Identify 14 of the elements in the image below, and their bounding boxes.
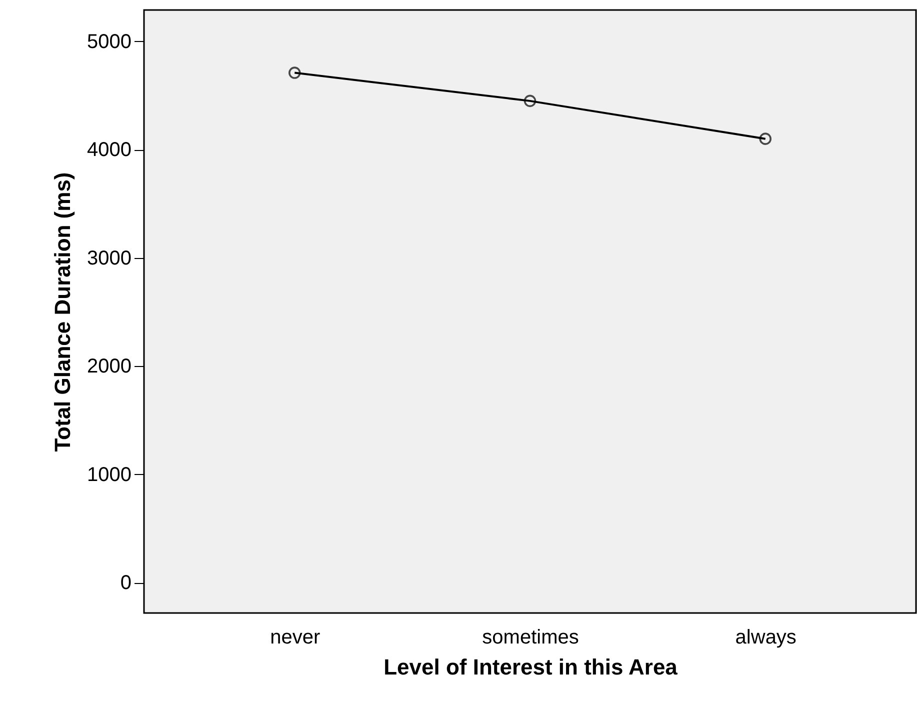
y-tick-label: 1000 bbox=[87, 464, 132, 486]
y-tick-label: 2000 bbox=[87, 356, 132, 378]
y-axis-title: Total Glance Duration (ms) bbox=[50, 172, 76, 452]
x-tick-label: sometimes bbox=[482, 626, 579, 648]
y-tick-label: 4000 bbox=[87, 139, 132, 162]
y-tick-label: 0 bbox=[120, 572, 132, 594]
point bbox=[759, 132, 772, 145]
x-tick-label: never bbox=[270, 626, 320, 648]
x-tick-label: always bbox=[735, 626, 796, 648]
point bbox=[524, 94, 536, 108]
x-axis-title: Level of Interest in this Area bbox=[384, 654, 678, 680]
y-tick-label: 3000 bbox=[87, 247, 132, 270]
y-tick-label: 5000 bbox=[87, 30, 132, 53]
point bbox=[288, 66, 301, 79]
